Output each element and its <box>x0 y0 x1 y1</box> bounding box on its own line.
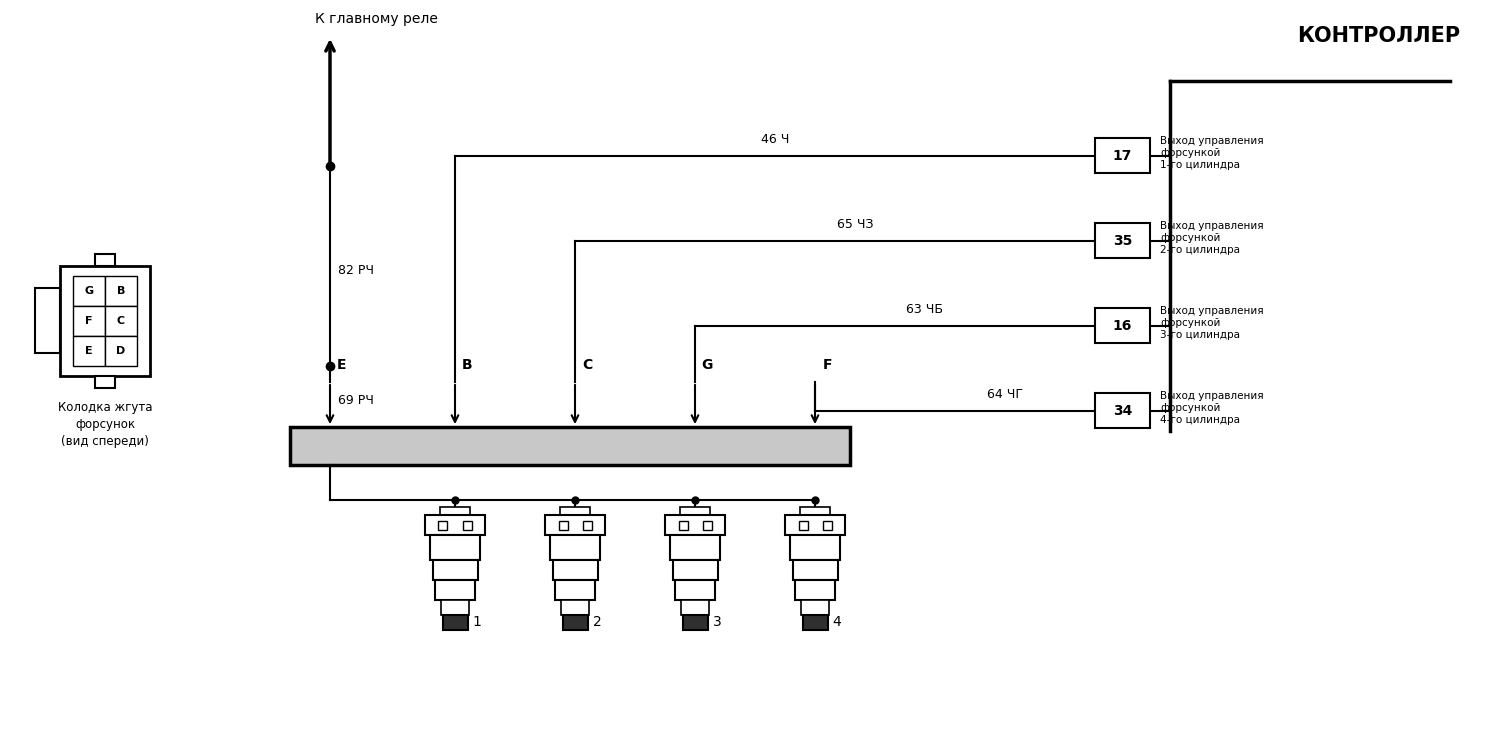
Bar <box>561 600 589 615</box>
Text: 82 РЧ: 82 РЧ <box>338 265 375 278</box>
Text: 4: 4 <box>833 616 842 629</box>
Text: 65 ЧЗ: 65 ЧЗ <box>837 218 873 231</box>
Text: E: E <box>338 358 346 372</box>
Bar <box>1094 138 1149 173</box>
Bar <box>436 580 474 600</box>
Text: 64 ЧГ: 64 ЧГ <box>987 388 1023 401</box>
Bar <box>546 515 605 535</box>
Bar <box>425 515 485 535</box>
Text: 63 ЧБ: 63 ЧБ <box>907 303 943 316</box>
Text: B: B <box>461 358 473 372</box>
Text: Выход управления
форсункой
1-го цилиндра: Выход управления форсункой 1-го цилиндра <box>1160 135 1264 170</box>
Text: Колодка жгута
форсунок
(вид спереди): Колодка жгута форсунок (вид спереди) <box>58 401 152 448</box>
Bar <box>790 535 840 560</box>
Bar <box>803 615 827 630</box>
Bar <box>799 520 807 529</box>
Bar <box>440 507 470 515</box>
Bar <box>785 515 845 535</box>
Bar <box>430 535 480 560</box>
Bar <box>290 427 851 465</box>
Text: 1: 1 <box>473 616 482 629</box>
Text: Выход управления
форсункой
4-го цилиндра: Выход управления форсункой 4-го цилиндра <box>1160 390 1264 425</box>
Bar <box>672 560 718 580</box>
Bar <box>73 306 106 336</box>
Text: 35: 35 <box>1112 234 1132 248</box>
Text: F: F <box>822 358 831 372</box>
Text: 16: 16 <box>1112 319 1132 333</box>
Text: D: D <box>116 346 125 356</box>
Bar <box>36 289 59 354</box>
Text: 2: 2 <box>592 616 601 629</box>
Bar <box>796 580 836 600</box>
Bar <box>1094 393 1149 428</box>
Bar <box>553 560 598 580</box>
Text: К главному реле: К главному реле <box>315 12 437 26</box>
Text: 3: 3 <box>712 616 721 629</box>
Bar <box>106 276 137 306</box>
Bar <box>675 580 715 600</box>
Bar <box>822 520 831 529</box>
Text: 69 РЧ: 69 РЧ <box>338 395 373 407</box>
Bar <box>801 600 828 615</box>
Text: 17: 17 <box>1112 149 1132 163</box>
Text: C: C <box>581 358 592 372</box>
Bar <box>550 535 599 560</box>
Text: 46 Ч: 46 Ч <box>761 133 790 146</box>
Text: G: G <box>702 358 712 372</box>
Text: КОНТРОЛЛЕР: КОНТРОЛЛЕР <box>1297 26 1460 46</box>
Bar <box>793 560 837 580</box>
Bar <box>561 507 590 515</box>
Bar <box>680 507 709 515</box>
Bar <box>462 520 471 529</box>
Bar <box>671 535 720 560</box>
Text: Выход управления
форсункой
2-го цилиндра: Выход управления форсункой 2-го цилиндра <box>1160 221 1264 255</box>
Bar <box>583 520 592 529</box>
Bar <box>683 615 708 630</box>
Bar <box>442 600 468 615</box>
Text: C: C <box>117 316 125 326</box>
Bar <box>73 276 106 306</box>
Bar <box>73 336 106 366</box>
Bar <box>665 515 726 535</box>
Text: E: E <box>85 346 92 356</box>
Bar <box>95 376 114 388</box>
Bar <box>562 615 587 630</box>
Bar <box>1094 224 1149 259</box>
Bar <box>95 254 114 266</box>
Text: Выход управления
форсункой
3-го цилиндра: Выход управления форсункой 3-го цилиндра <box>1160 306 1264 341</box>
Text: G: G <box>85 286 94 296</box>
Bar <box>443 615 467 630</box>
Bar <box>555 580 595 600</box>
Bar <box>800 507 830 515</box>
Bar <box>678 520 687 529</box>
Bar <box>1094 308 1149 344</box>
Bar <box>106 306 137 336</box>
Bar <box>59 266 150 376</box>
Bar <box>559 520 568 529</box>
Text: F: F <box>85 316 92 326</box>
Bar <box>681 600 709 615</box>
Text: 34: 34 <box>1112 404 1132 418</box>
Bar <box>439 520 448 529</box>
Bar <box>106 336 137 366</box>
Bar <box>702 520 711 529</box>
Text: B: B <box>117 286 125 296</box>
Bar <box>433 560 477 580</box>
